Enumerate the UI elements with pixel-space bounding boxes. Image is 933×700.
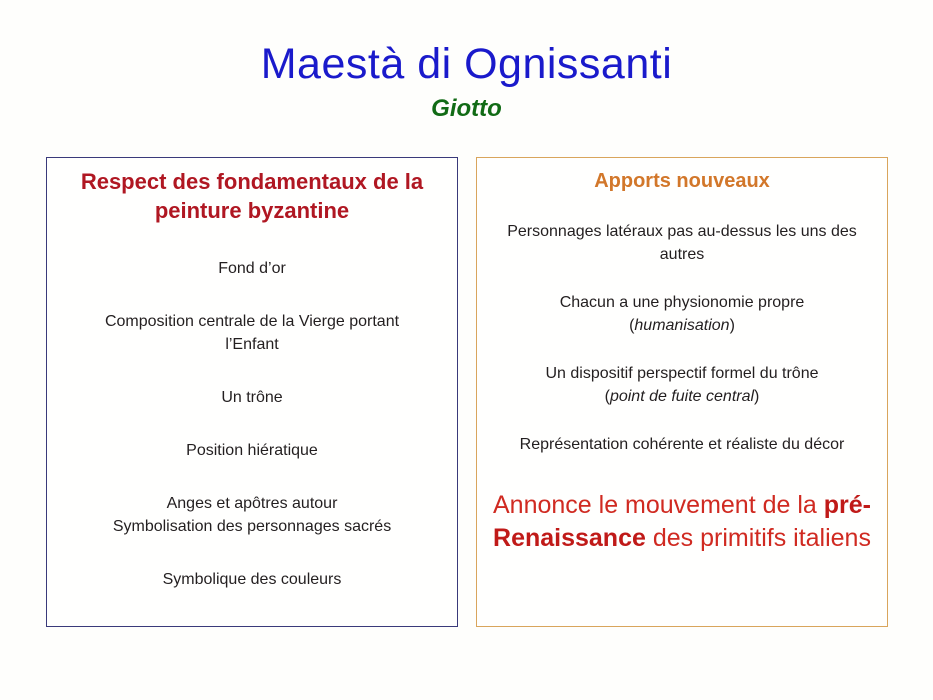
title-block: Maestà di Ognissanti Giotto — [0, 38, 933, 124]
paren-open: ( — [604, 388, 610, 405]
item-line: Composition centrale de la Vierge portan… — [104, 313, 400, 330]
paren-open: ( — [629, 317, 635, 334]
panel-left-inner: Respect des fondamentaux de la peinture … — [47, 158, 457, 591]
item-line: autres — [659, 246, 705, 263]
item-line: Un dispositif perspectif formel du trône — [545, 365, 819, 382]
conclusion-part-2: des primitifs italiens — [645, 524, 871, 552]
item-line-parenthetical: (point de fuite central) — [487, 385, 877, 408]
panel-right-item-list: Personnages latéraux pas au-dessus les u… — [487, 220, 877, 456]
item-line-parenthetical: (humanisation) — [487, 314, 877, 337]
panel-left-heading: Respect des fondamentaux de la peinture … — [80, 169, 424, 223]
page-subtitle: Giotto — [431, 95, 502, 122]
list-item: Position hiératique — [57, 439, 447, 462]
page-title: Maestà di Ognissanti — [260, 40, 673, 88]
conclusion-statement: Annonce le mouvement de la pré-Renaissan… — [487, 489, 877, 555]
panel-right-heading: Apports nouveaux — [594, 170, 770, 192]
item-line: Fond d’or — [218, 260, 286, 277]
item-line: Anges et apôtres autour — [166, 495, 338, 512]
panel-container: Respect des fondamentaux de la peinture … — [0, 157, 933, 627]
item-line: Représentation cohérente et réaliste du … — [519, 436, 845, 453]
item-line: Un trône — [221, 389, 283, 406]
list-item: Un trône — [57, 386, 447, 409]
conclusion-emphasis: pré-Renaissance — [493, 491, 871, 552]
list-item: Symbolique des couleurs — [57, 568, 447, 591]
item-line: Chacun a une physionomie propre — [559, 294, 805, 311]
paren-close: ) — [754, 388, 760, 405]
list-item: Fond d’or — [57, 257, 447, 280]
list-item: Représentation cohérente et réaliste du … — [487, 433, 877, 456]
panel-new-contributions: Apports nouveaux Personnages latéraux pa… — [476, 157, 888, 627]
italic-term: point de fuite central — [609, 388, 755, 405]
panel-left-item-list: Fond d’or Composition centrale de la Vie… — [57, 257, 447, 591]
item-line: Symbolique des couleurs — [162, 571, 342, 588]
list-item: Anges et apôtres autour Symbolisation de… — [57, 492, 447, 538]
panel-right-inner: Apports nouveaux Personnages latéraux pa… — [477, 158, 887, 555]
item-line: Symbolisation des personnages sacrés — [112, 518, 392, 535]
list-item: Composition centrale de la Vierge portan… — [57, 310, 447, 356]
item-line: Position hiératique — [186, 442, 318, 459]
conclusion-part-1: Annonce le mouvement de la — [493, 491, 824, 519]
list-item: Un dispositif perspectif formel du trône… — [487, 362, 877, 408]
panel-byzantine-fundamentals: Respect des fondamentaux de la peinture … — [46, 157, 458, 627]
list-item: Chacun a une physionomie propre (humanis… — [487, 291, 877, 337]
list-item: Personnages latéraux pas au-dessus les u… — [487, 220, 877, 266]
item-line: l’Enfant — [225, 336, 279, 353]
item-line: Personnages latéraux pas au-dessus les u… — [507, 223, 857, 240]
italic-term: humanisation — [634, 317, 730, 334]
paren-close: ) — [729, 317, 735, 334]
